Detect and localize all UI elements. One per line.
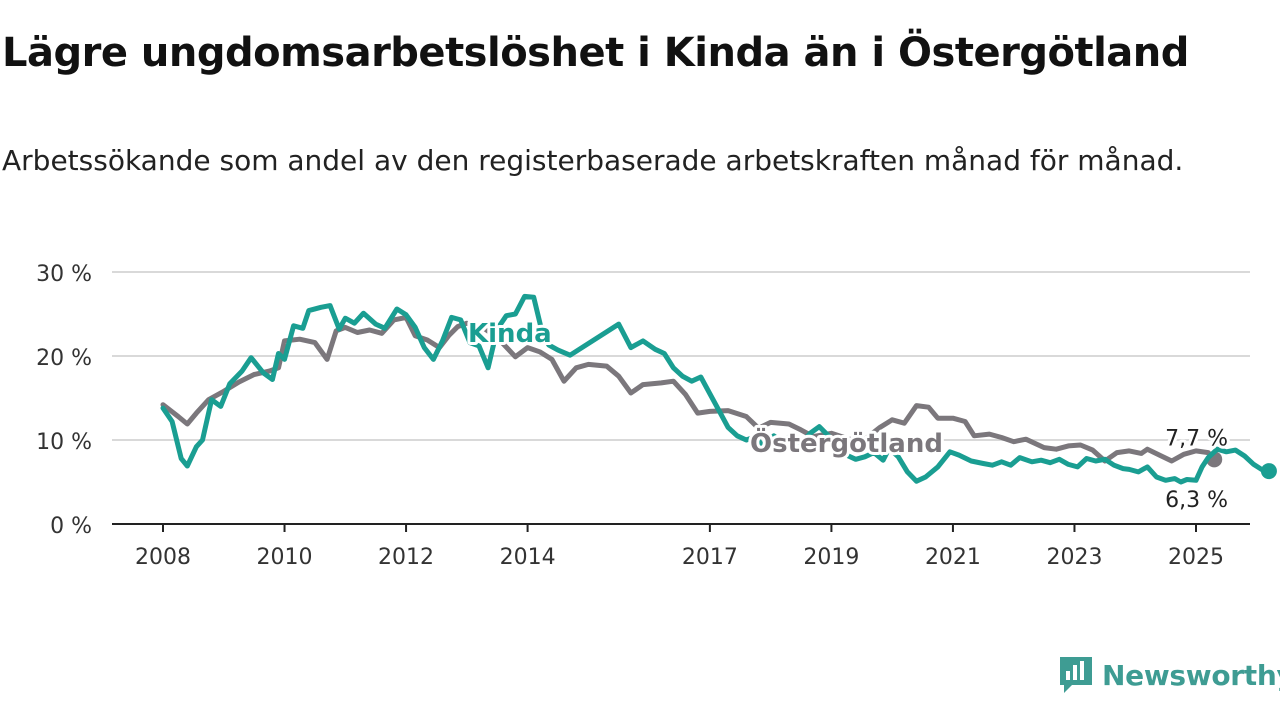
x-tick-label: 2017 [682,545,738,570]
x-tick-label: 2012 [378,545,434,570]
y-tick-label: 30 % [36,262,92,287]
x-tick-label: 2023 [1046,545,1102,570]
x-axis: 2008 2010 2012 2014 2017 2019 2021 2023 2025 [112,523,1250,570]
series-line-kinda [160,293,1272,485]
newsworthy-logo: Newsworthy [1058,655,1280,695]
series-endpoint-marker [1260,463,1277,480]
chart-badge-icon [1060,657,1092,693]
x-tick-label: 2010 [257,545,313,570]
series-label-ostergotland-halo: Östergötland [750,426,943,459]
end-value-label-kinda-halo: 6,3 % [1165,488,1228,513]
line-chart: 0 % 10 % 20 % 30 % 2008 2010 2012 2014 2017 2019… [36,262,1277,570]
y-tick-label: 20 % [36,346,92,371]
series-label-kinda-halo: Kinda [468,319,552,349]
brand-name: Newsworthy [1102,658,1280,692]
gridlines [112,271,1250,441]
x-tick-label: 2019 [803,545,859,570]
y-axis-tick-labels: 0 % 10 % 20 % 30 % [36,262,92,539]
chart-title: Lägre ungdomsarbetslöshet i Kinda än i Ö… [2,30,1189,76]
chart-subtitle: Arbetssökande som andel av den registerb… [2,144,1184,177]
series-label-kinda: Kinda [468,319,552,349]
end-value-label-ostergotland: 7,7 % [1165,426,1228,451]
series-lines [160,293,1277,485]
end-value-label-ostergotland-halo: 7,7 % [1165,426,1228,451]
x-tick-label: 2008 [135,545,191,570]
x-tick-label: 2025 [1168,545,1224,570]
x-tick-label: 2021 [925,545,981,570]
y-tick-label: 0 % [50,514,92,539]
series-line--sterg-tland [160,314,1217,464]
end-value-label-kinda: 6,3 % [1165,488,1228,513]
y-tick-label: 10 % [36,430,92,455]
x-tick-label: 2014 [500,545,556,570]
series-label-ostergotland: Östergötland [750,426,943,459]
